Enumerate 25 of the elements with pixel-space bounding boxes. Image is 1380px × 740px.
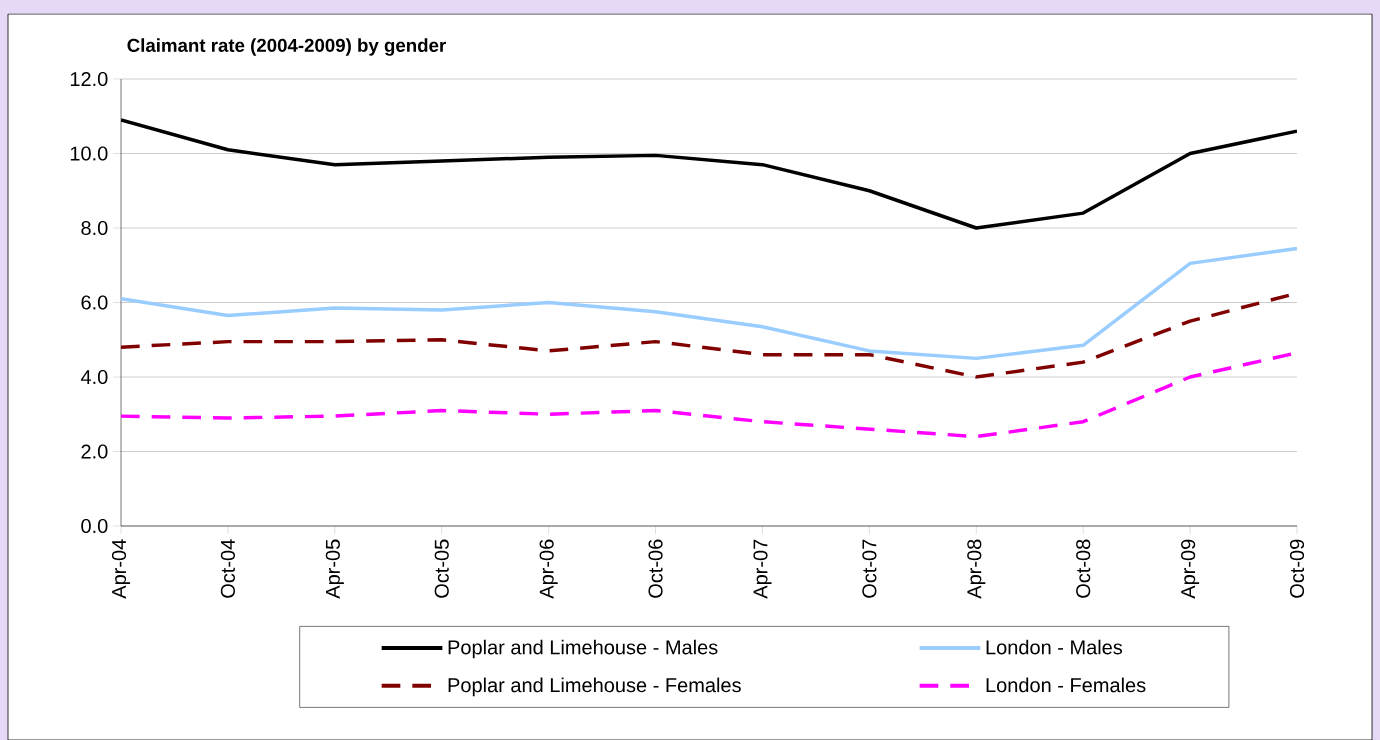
x-tick-label: Apr-05 xyxy=(325,539,344,599)
legend-label: Poplar and Limehouse - Females xyxy=(448,677,741,696)
y-tick-label: 0.0 xyxy=(81,518,108,533)
y-tick-label: 6.0 xyxy=(81,295,108,310)
x-tick-label: Oct-06 xyxy=(648,539,663,598)
x-tick-label: Apr-08 xyxy=(967,539,986,599)
legend-label: Poplar and Limehouse - Males xyxy=(448,639,718,659)
x-tick-label: Oct-09 xyxy=(1289,539,1305,598)
line-series xyxy=(121,246,1298,360)
x-tick-label: Oct-04 xyxy=(220,539,235,598)
legend-label: London - Females xyxy=(986,677,1146,693)
legend-label: London - Males xyxy=(986,639,1123,655)
y-tick-label: 4.0 xyxy=(80,369,108,384)
x-tick-label: Apr-07 xyxy=(753,539,772,599)
y-tick-label: 2.0 xyxy=(81,444,108,459)
x-tick-label: Oct-08 xyxy=(1076,539,1091,598)
y-tick-label: 10.0 xyxy=(70,146,108,161)
y-tick-label: 12.0 xyxy=(70,71,108,86)
y-tick-label: 8.0 xyxy=(81,220,108,235)
chart-title: Claimant rate (2004-2009) by gender xyxy=(127,38,446,56)
x-tick-label: Apr-06 xyxy=(539,539,558,599)
x-tick-label: Oct-05 xyxy=(434,539,449,598)
x-tick-label: Apr-04 xyxy=(111,539,131,599)
x-tick-label: Apr-09 xyxy=(1181,539,1200,599)
x-tick-label: Oct-07 xyxy=(862,539,877,598)
